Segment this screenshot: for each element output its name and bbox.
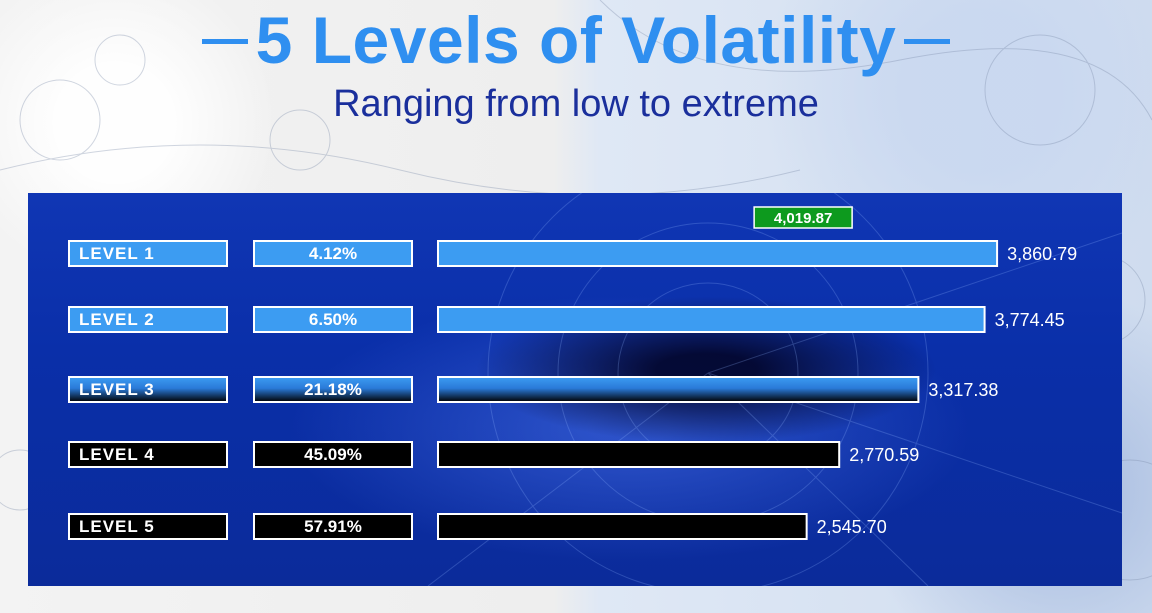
level-label: LEVEL 1 [79, 244, 155, 263]
level-box [68, 376, 228, 403]
percentage-box [253, 376, 413, 403]
percentage-label: 6.50% [309, 310, 357, 329]
value-bar [437, 441, 841, 468]
chart-row: LEVEL 2 6.50% 3,774.45 [68, 306, 1065, 333]
percentage-box [253, 441, 413, 468]
percentage-label: 21.18% [304, 380, 362, 399]
value-bar [437, 240, 999, 267]
level-box [68, 513, 228, 540]
chart-row: LEVEL 3 21.18% 3,317.38 [68, 376, 998, 403]
page-subtitle: Ranging from low to extreme [333, 83, 819, 125]
value-bar [437, 306, 986, 333]
percentage-box [253, 306, 413, 333]
chart-row: LEVEL 5 57.91% 2,545.70 [68, 513, 887, 540]
value-label: 3,317.38 [928, 380, 998, 400]
value-bar [437, 376, 920, 403]
level-label: LEVEL 4 [79, 445, 155, 464]
chart-row: LEVEL 1 4.12% 3,860.79 [68, 240, 1077, 267]
level-label: LEVEL 3 [79, 380, 155, 399]
level-label: LEVEL 5 [79, 517, 155, 536]
max-marker-label: 4,019.87 [774, 210, 832, 227]
volatility-chart: 4,019.87 LEVEL 1 4.12% 3,860.79 LEVEL 2 6.50%… [68, 206, 1077, 540]
chart-row: LEVEL 4 45.09% 2,770.59 [68, 441, 919, 468]
value-label: 3,774.45 [995, 310, 1065, 330]
percentage-box [253, 513, 413, 540]
percentage-box [253, 240, 413, 267]
max-marker-box [753, 206, 853, 229]
chart-panel: 4,019.87 LEVEL 1 4.12% 3,860.79 LEVEL 2 6.50%… [28, 193, 1122, 586]
percentage-label: 45.09% [304, 445, 362, 464]
value-label: 2,545.70 [817, 517, 887, 537]
percentage-label: 57.91% [304, 517, 362, 536]
title-dash-left [201, 39, 248, 45]
value-label: 3,860.79 [1007, 244, 1077, 264]
level-box [68, 306, 228, 333]
value-bar [437, 513, 808, 540]
percentage-label: 4.12% [309, 244, 357, 263]
level-box [68, 441, 228, 468]
title-dash-right [904, 39, 951, 45]
title-text: 5 Levels of Volatility [255, 3, 897, 77]
level-box [68, 240, 228, 267]
level-label: LEVEL 2 [79, 310, 155, 329]
page-title: 5 Levels of Volatility [0, 4, 1152, 76]
value-label: 2,770.59 [849, 445, 919, 465]
